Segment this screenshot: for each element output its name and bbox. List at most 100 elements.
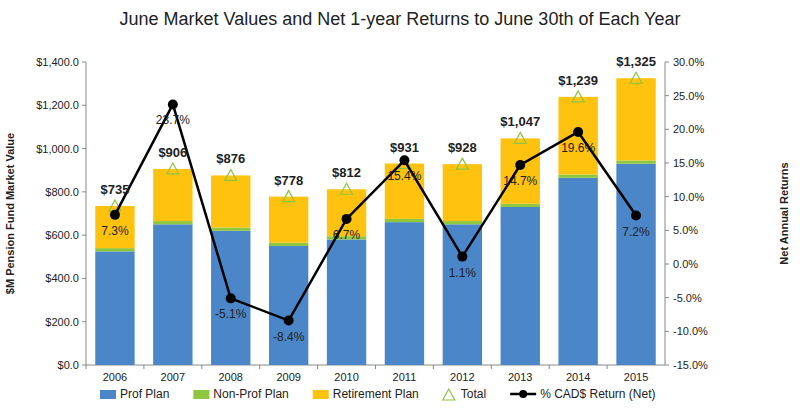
y2-tick (665, 297, 669, 298)
line (115, 104, 636, 320)
y-tick (82, 191, 86, 192)
bar (95, 248, 134, 251)
x-tick (549, 365, 550, 369)
marker (110, 210, 120, 220)
y2-tick-label: -10.0% (673, 325, 708, 337)
x-tick-label: 2014 (566, 371, 590, 383)
marker (514, 132, 526, 143)
y2-axis (665, 62, 666, 365)
x-tick-label: 2009 (276, 371, 300, 383)
marker (572, 91, 584, 102)
legend-swatch (193, 390, 209, 399)
bar (211, 228, 250, 231)
marker (283, 191, 295, 202)
y-tick-label: $200.0 (45, 316, 79, 328)
y-tick (82, 365, 86, 366)
x-tick (259, 365, 260, 369)
bar (501, 138, 540, 203)
marker (630, 72, 642, 83)
y2-tick (665, 230, 669, 231)
y-axis-label: $M Pension Fund Market Value (4, 133, 16, 294)
bar (269, 197, 308, 243)
y2-tick (665, 163, 669, 164)
data-label: $812 (332, 165, 361, 180)
marker (399, 155, 409, 165)
data-label: $1,239 (558, 73, 598, 88)
data-label: $931 (390, 140, 419, 155)
legend-label: Retirement Plan (333, 387, 419, 401)
y-tick-label: $400.0 (45, 272, 79, 284)
bar (501, 204, 540, 207)
x-tick-label: 2012 (450, 371, 474, 383)
y2-tick-label: 0.0% (673, 258, 698, 270)
marker (341, 183, 353, 194)
y-tick (82, 278, 86, 279)
x-tick-label: 2006 (103, 371, 127, 383)
y2-tick-label: 30.0% (673, 56, 704, 68)
x-tick (433, 365, 434, 369)
y-axis (86, 62, 87, 365)
marker (226, 293, 236, 303)
y2-tick-label: 25.0% (673, 90, 704, 102)
x-tick (317, 365, 318, 369)
y2-tick-label: 20.0% (673, 123, 704, 135)
y-tick (82, 235, 86, 236)
data-label: 7.3% (101, 224, 129, 238)
data-label: $906 (158, 145, 187, 160)
data-label: $735 (100, 182, 129, 197)
legend-item: Non-Prof Plan (193, 387, 288, 401)
marker (284, 316, 294, 326)
y2-tick (665, 95, 669, 96)
x-tick-label: 2015 (624, 371, 648, 383)
bar (153, 224, 192, 365)
legend-swatch (519, 390, 527, 398)
bar (95, 251, 134, 365)
bar (443, 164, 482, 221)
bar (385, 164, 424, 219)
marker (573, 127, 583, 137)
legend-label: Total (461, 387, 486, 401)
x-tick (143, 365, 144, 369)
data-label: $1,047 (500, 114, 540, 129)
legend-label: Prof Plan (120, 387, 169, 401)
data-label: -8.4% (273, 330, 305, 344)
x-tick (607, 365, 608, 369)
marker (342, 214, 352, 224)
legend-item: Total (443, 387, 486, 401)
bar (95, 206, 134, 248)
x-tick (86, 365, 87, 369)
y2-tick-label: -5.0% (673, 292, 702, 304)
bar (558, 97, 597, 175)
y2-tick (665, 365, 669, 366)
bar (501, 207, 540, 365)
y-tick (82, 148, 86, 149)
y2-tick (665, 264, 669, 265)
bar (269, 243, 308, 246)
bar (616, 160, 655, 163)
y-tick-label: $1,400.0 (36, 56, 79, 68)
data-label: 15.4% (387, 169, 421, 183)
legend-item: Retirement Plan (313, 387, 419, 401)
y2-tick-label: -15.0% (673, 359, 708, 371)
y-tick (82, 321, 86, 322)
bar (269, 246, 308, 365)
x-tick (491, 365, 492, 369)
data-label: 14.7% (503, 174, 537, 188)
y2-tick (665, 62, 669, 63)
marker (168, 99, 178, 109)
legend-swatch (443, 389, 455, 400)
y-tick-label: $1,000.0 (36, 143, 79, 155)
y-tick-label: $600.0 (45, 229, 79, 241)
legend-label: % CAD$ Return (Net) (540, 387, 655, 401)
y2-tick (665, 331, 669, 332)
bar (443, 221, 482, 224)
data-label: -5.1% (215, 307, 247, 321)
data-label: $928 (448, 140, 477, 155)
bar (443, 224, 482, 365)
data-label: $778 (274, 173, 303, 188)
x-tick-label: 2007 (161, 371, 185, 383)
marker (457, 252, 467, 262)
marker (167, 163, 179, 174)
data-label: $876 (216, 151, 245, 166)
data-label: 6.7% (333, 228, 361, 242)
